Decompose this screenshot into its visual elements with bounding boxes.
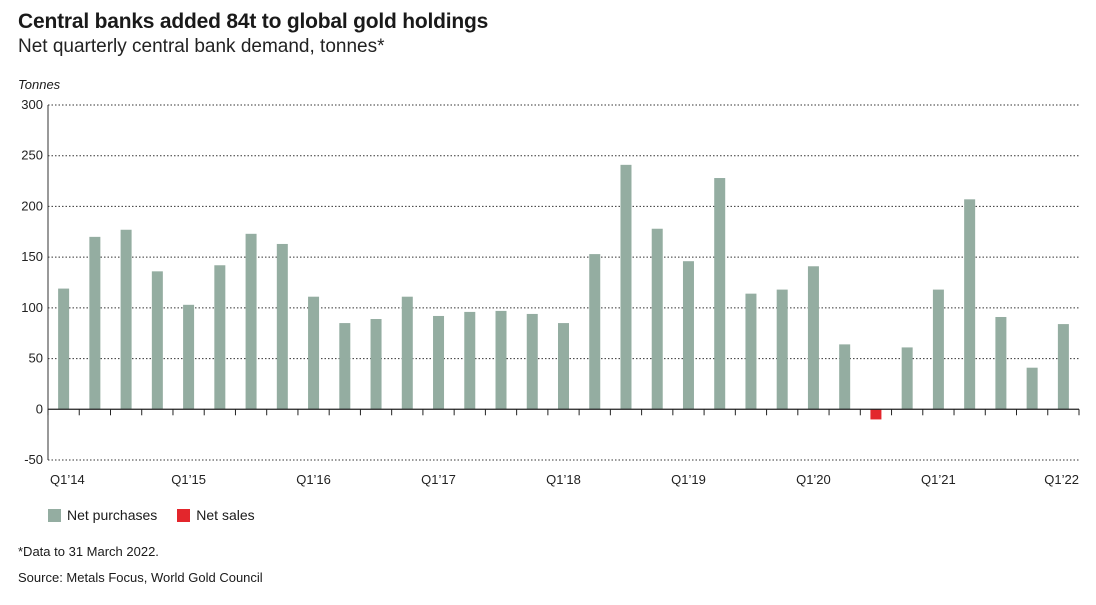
bar-Q216 xyxy=(339,323,351,410)
y-tick-label: 300 xyxy=(21,97,43,112)
bar-Q321 xyxy=(995,316,1007,410)
bar-Q421 xyxy=(1026,367,1038,410)
bar-Q214 xyxy=(89,236,101,410)
bar-Q420 xyxy=(901,347,913,410)
bar-Q116 xyxy=(308,296,320,410)
bar-Q419 xyxy=(776,289,788,410)
x-tick-label: Q1’15 xyxy=(171,472,206,487)
bar-Q221 xyxy=(964,199,976,410)
y-tick-label: 200 xyxy=(21,198,43,213)
bar-Q317 xyxy=(495,310,507,410)
bar-Q217 xyxy=(464,311,476,410)
bar-Q314 xyxy=(120,229,132,410)
bar-Q315 xyxy=(245,233,257,410)
bar-Q114 xyxy=(58,288,70,410)
legend-item-sales: Net sales xyxy=(177,507,255,523)
y-tick-label: 100 xyxy=(21,300,43,315)
x-tick-label: Q1’17 xyxy=(421,472,456,487)
y-tick-label: 50 xyxy=(29,351,43,366)
x-tick-label: Q1’14 xyxy=(50,472,85,487)
y-tick-label: 250 xyxy=(21,148,43,163)
bar-Q416 xyxy=(401,296,413,410)
chart-title: Central banks added 84t to global gold h… xyxy=(18,10,489,33)
bar-Q122 xyxy=(1057,324,1069,410)
bar-Q119 xyxy=(682,261,694,410)
bar-Q316 xyxy=(370,319,382,410)
x-tick-label: Q1’16 xyxy=(296,472,331,487)
bar-Q117 xyxy=(433,315,445,410)
y-tick-label: -50 xyxy=(24,452,43,467)
x-tick-label: Q1’19 xyxy=(671,472,706,487)
footnote: *Data to 31 March 2022. xyxy=(18,544,159,559)
source-note: Source: Metals Focus, World Gold Council xyxy=(18,570,263,585)
legend-swatch-sales xyxy=(177,508,191,522)
bar-Q218 xyxy=(589,254,601,410)
y-axis-label: Tonnes xyxy=(18,77,61,92)
bar-Q414 xyxy=(151,271,163,410)
x-tick-label: Q1’18 xyxy=(546,472,581,487)
bar-Q115 xyxy=(183,304,195,410)
bar-Q118 xyxy=(558,323,569,410)
legend-label-purchases: Net purchases xyxy=(67,507,158,523)
bar-Q320 xyxy=(870,409,882,420)
x-tick-label: Q1’21 xyxy=(921,472,956,487)
y-tick-label: 0 xyxy=(36,401,43,416)
bar-Q418 xyxy=(651,228,663,410)
bar-Q219 xyxy=(714,178,726,410)
legend-label-sales: Net sales xyxy=(196,507,255,523)
legend-swatch-purchases xyxy=(48,508,61,522)
bar-Q215 xyxy=(214,265,226,410)
x-tick-label: Q1’20 xyxy=(796,472,831,487)
legend: Net purchases Net sales xyxy=(48,507,255,523)
bar-Q220 xyxy=(839,344,851,410)
bar-Q319 xyxy=(745,293,757,410)
chart-subtitle: Net quarterly central bank demand, tonne… xyxy=(18,36,385,57)
x-tick-label: Q1’22 xyxy=(1044,472,1079,487)
bar-Q318 xyxy=(620,164,632,410)
bar-Q121 xyxy=(932,289,944,410)
bar-Q415 xyxy=(276,243,288,410)
y-tick-label: 150 xyxy=(21,249,43,264)
bar-Q120 xyxy=(807,266,819,410)
legend-item-purchases: Net purchases xyxy=(48,507,157,523)
bar-Q417 xyxy=(526,313,538,410)
